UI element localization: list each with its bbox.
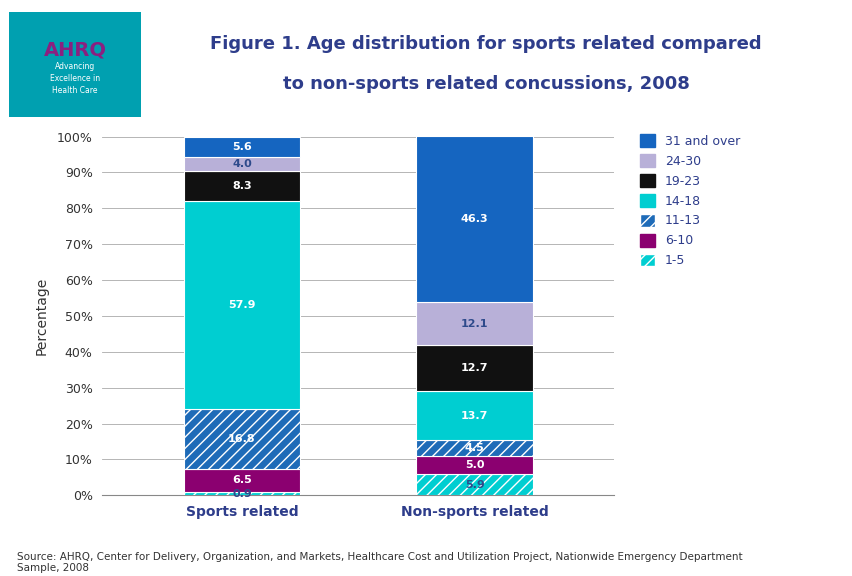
Bar <box>416 302 532 346</box>
Bar <box>183 469 300 492</box>
Bar <box>183 137 300 157</box>
Text: 12.7: 12.7 <box>460 363 487 373</box>
Bar <box>183 157 300 171</box>
Bar <box>416 440 532 456</box>
Text: 4.5: 4.5 <box>464 443 484 453</box>
Text: Source: AHRQ, Center for Delivery, Organization, and Markets, Healthcare Cost an: Source: AHRQ, Center for Delivery, Organ… <box>17 552 742 573</box>
Bar <box>416 456 532 474</box>
Text: 6.5: 6.5 <box>232 475 251 486</box>
Text: 13.7: 13.7 <box>460 411 487 420</box>
Text: AHRQ: AHRQ <box>43 40 106 59</box>
Text: 12.1: 12.1 <box>460 319 487 329</box>
Bar <box>416 474 532 495</box>
Text: 16.8: 16.8 <box>227 434 256 444</box>
Bar <box>416 346 532 391</box>
Bar <box>183 171 300 201</box>
Y-axis label: Percentage: Percentage <box>34 277 49 355</box>
Text: 4.0: 4.0 <box>232 159 251 169</box>
Text: 0.9: 0.9 <box>232 489 251 499</box>
Text: 8.3: 8.3 <box>232 181 251 191</box>
Text: Advancing
Excellence in
Health Care: Advancing Excellence in Health Care <box>50 62 100 95</box>
Text: Figure 1. Age distribution for sports related compared: Figure 1. Age distribution for sports re… <box>210 35 761 53</box>
Bar <box>183 408 300 469</box>
Bar <box>416 136 532 302</box>
Text: 5.6: 5.6 <box>232 142 251 151</box>
Text: 5.0: 5.0 <box>464 460 484 470</box>
Bar <box>183 492 300 495</box>
Text: 57.9: 57.9 <box>228 300 256 310</box>
Text: 5.9: 5.9 <box>464 480 484 490</box>
Bar <box>416 391 532 440</box>
Legend: 31 and over, 24-30, 19-23, 14-18, 11-13, 6-10, 1-5: 31 and over, 24-30, 19-23, 14-18, 11-13,… <box>634 130 744 272</box>
Text: to non-sports related concussions, 2008: to non-sports related concussions, 2008 <box>283 75 688 93</box>
FancyBboxPatch shape <box>9 12 141 117</box>
Text: 46.3: 46.3 <box>460 214 488 224</box>
Bar <box>183 201 300 408</box>
